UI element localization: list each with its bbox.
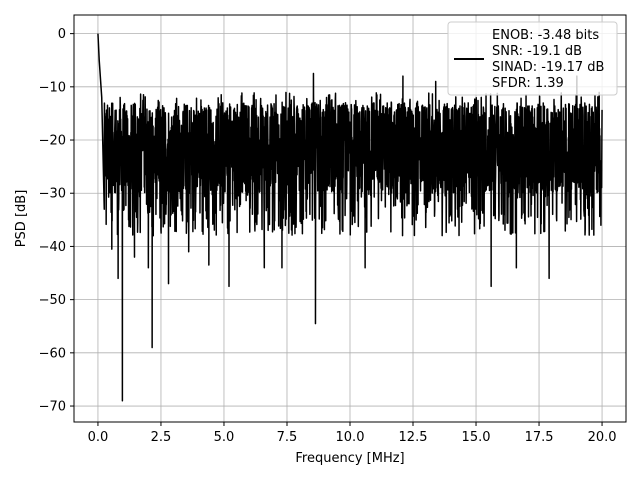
- x-tick-label: 20.0: [588, 430, 617, 445]
- y-tick-label: −30: [39, 187, 66, 202]
- legend: ENOB: -3.48 bits SNR: -19.1 dB SINAD: -1…: [447, 21, 618, 96]
- y-axis-ticks: 0 −10 −20 −30 −40 −50 −60 −70: [39, 27, 74, 415]
- y-tick-label: −10: [39, 80, 66, 95]
- y-tick-label: −60: [39, 346, 66, 361]
- x-tick-label: 10.0: [336, 430, 365, 445]
- plot-area: [97, 33, 603, 402]
- x-axis-ticks: 0.0 2.5 5.0 7.5 10.0 12.5 15.0 17.5 20.0: [88, 422, 617, 445]
- x-tick-label: 5.0: [214, 430, 235, 445]
- legend-box: [447, 21, 618, 96]
- x-axis-label: Frequency [MHz]: [295, 451, 404, 466]
- x-tick-label: 17.5: [525, 430, 554, 445]
- legend-entry-sfdr: SFDR: 1.39: [492, 76, 564, 91]
- legend-entry-snr: SNR: -19.1 dB: [492, 44, 582, 59]
- psd-series-line: [97, 33, 603, 402]
- y-tick-label: −50: [39, 293, 66, 308]
- y-tick-label: 0: [58, 27, 66, 42]
- x-tick-label: 7.5: [277, 430, 298, 445]
- y-tick-label: −20: [39, 134, 66, 149]
- y-axis-label: PSD [dB]: [14, 190, 29, 248]
- legend-entry-enob: ENOB: -3.48 bits: [492, 28, 599, 43]
- y-tick-label: −70: [39, 400, 66, 415]
- x-tick-label: 0.0: [88, 430, 109, 445]
- x-tick-label: 12.5: [399, 430, 428, 445]
- x-tick-label: 2.5: [151, 430, 172, 445]
- legend-entry-sinad: SINAD: -19.17 dB: [492, 60, 604, 75]
- x-tick-label: 15.0: [462, 430, 491, 445]
- y-tick-label: −40: [39, 240, 66, 255]
